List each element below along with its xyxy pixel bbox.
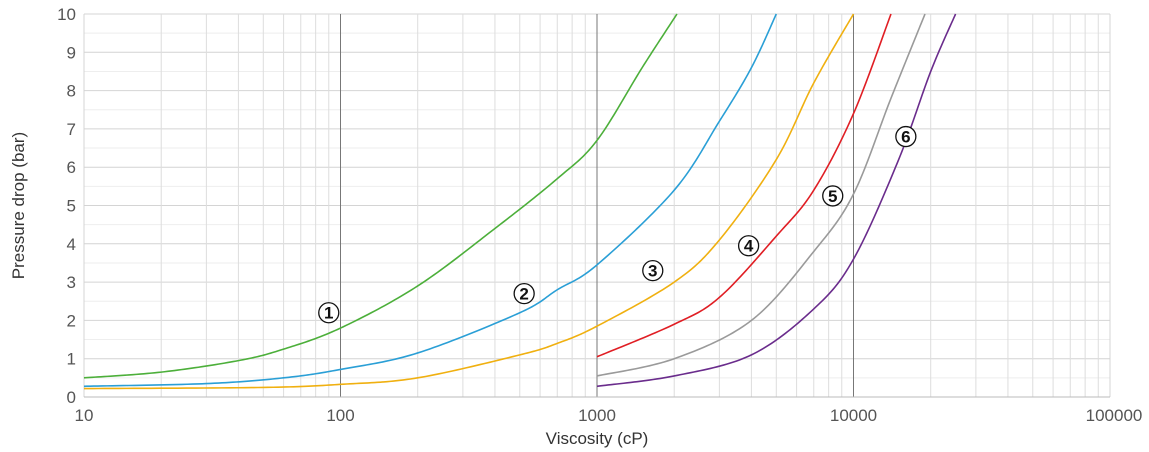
x-tick-label: 100: [326, 406, 354, 425]
y-tick-label: 4: [67, 235, 76, 254]
y-tick-label: 10: [57, 5, 76, 24]
y-tick-label: 6: [67, 158, 76, 177]
curve-label-6: 6: [901, 128, 910, 147]
series-line-6: [596, 13, 957, 388]
curve-label-circle-2: [513, 282, 535, 305]
curve-label-circle-6: [895, 125, 917, 148]
y-tick-label: 3: [67, 273, 76, 292]
curve-label-circle-3: [642, 259, 664, 282]
series-line-4: [596, 13, 892, 358]
y-tick-label: 1: [67, 350, 76, 369]
series-line-1: [83, 13, 678, 379]
x-tick-label: 10000: [830, 406, 877, 425]
y-tick-label: 2: [67, 311, 76, 330]
series-line-5: [596, 13, 926, 377]
series-layer: [83, 13, 957, 390]
grid-layer: [83, 13, 1111, 398]
y-tick-label: 5: [67, 197, 76, 216]
curve-label-4: 4: [744, 237, 754, 256]
curve-label-5: 5: [828, 187, 837, 206]
y-tick-label: 7: [67, 120, 76, 139]
y-tick-label: 9: [67, 43, 76, 62]
curve-label-circle-1: [318, 302, 340, 324]
y-tick-label: 0: [67, 388, 76, 407]
series-line-2: [83, 13, 778, 388]
curve-label-2: 2: [519, 285, 528, 304]
curve-label-circle-4: [737, 235, 760, 257]
y-tick-label: 8: [67, 82, 76, 101]
curve-label-circle-5: [822, 185, 844, 207]
x-tick-label: 100000: [1086, 406, 1143, 425]
curve-label-1: 1: [324, 304, 333, 323]
axis-layer: 0 1 2 3 4 5 6 7 8 9 10 10 100 1000 10000 100000: [57, 5, 1142, 425]
x-tick-label: 1000: [578, 406, 616, 425]
x-axis-title: Viscosity (cP): [546, 429, 649, 448]
y-axis-title: Pressure drop (bar): [9, 132, 28, 279]
curve-label-3: 3: [648, 262, 657, 281]
curve-label-layer: 1 2 3 4 5 6: [318, 125, 917, 324]
series-line-3: [83, 13, 855, 390]
x-tick-label: 10: [75, 406, 94, 425]
